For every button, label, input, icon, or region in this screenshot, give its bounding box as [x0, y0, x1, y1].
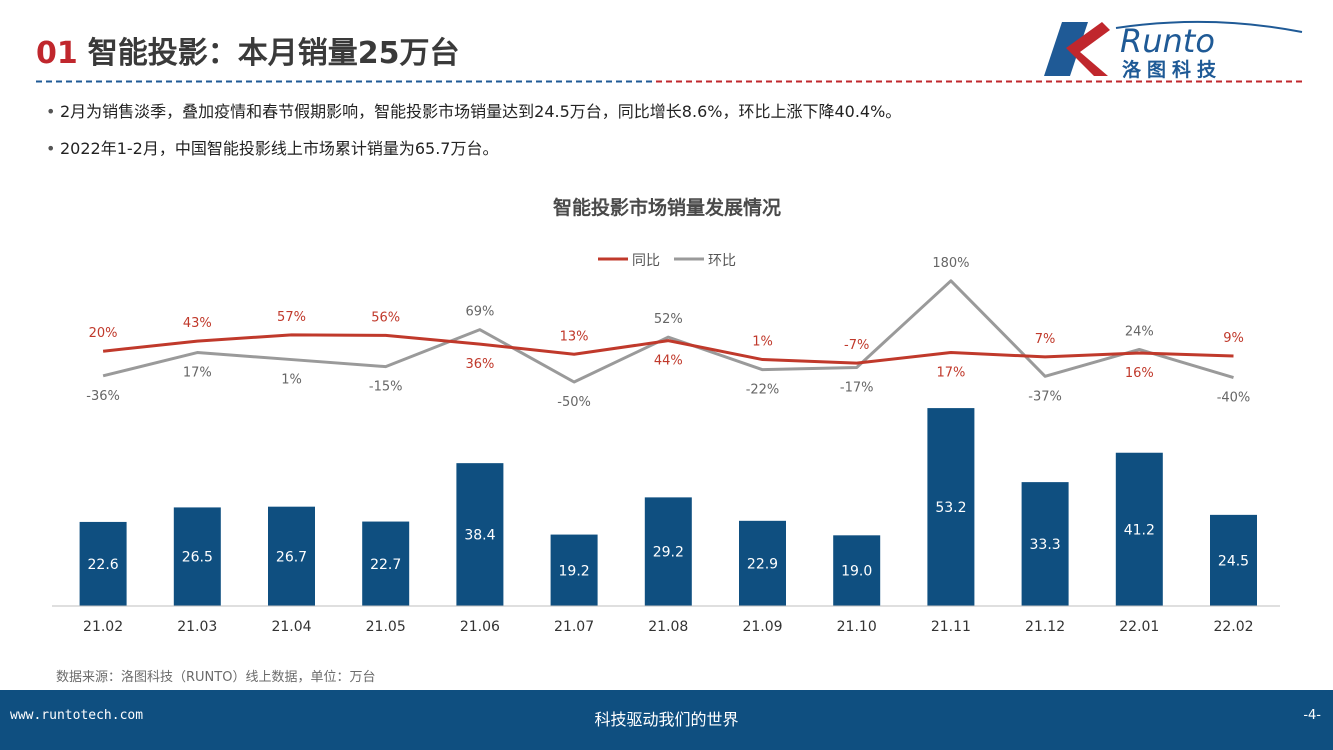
x-tick-label: 22.01 [1119, 619, 1159, 635]
mom-label: 69% [465, 305, 494, 320]
bar-series: 22.6 26.5 26.7 22.7 38.4 19.2 29.2 22.9 19.0 53.2… [79, 408, 1257, 606]
bar [927, 408, 975, 606]
page-number: -4- [1303, 708, 1321, 723]
yoy-label: 16% [1125, 366, 1154, 381]
mom-label: 24% [1125, 324, 1154, 339]
yoy-line [102, 333, 1234, 365]
x-tick-label: 21.12 [1025, 619, 1065, 635]
bar [456, 463, 504, 606]
mom-label: -15% [369, 380, 403, 395]
bar [644, 497, 692, 606]
bar [1210, 514, 1257, 606]
mom-label: 180% [932, 256, 969, 271]
x-tick-label: 21.11 [931, 619, 971, 635]
bar [268, 506, 315, 606]
yoy-label: 36% [465, 357, 494, 372]
mom-label: -22% [746, 383, 780, 398]
bullet-dot: • [46, 102, 56, 121]
bar-value-label: 26.7 [276, 549, 307, 565]
x-tick-label: 21.02 [83, 619, 123, 635]
runto-logo: Runto 洛图科技 [1040, 18, 1310, 81]
yoy-label: 44% [654, 354, 683, 369]
logo-wordmark: Runto [1120, 22, 1215, 60]
chart-legend: 同比 环比 [598, 253, 736, 269]
chart-title: 智能投影市场销量发展情况 [553, 196, 781, 219]
yoy-label: 13% [560, 329, 589, 344]
x-tick-label: 21.04 [271, 619, 311, 635]
bar [1021, 482, 1069, 606]
bar [1115, 452, 1163, 606]
title-dashed-rule [36, 80, 1306, 83]
yoy-label: 57% [277, 310, 306, 325]
bar-value-label: 19.2 [559, 563, 590, 579]
bar-value-label: 24.5 [1218, 553, 1249, 569]
x-tick-label: 21.03 [177, 619, 217, 635]
bullet-text: 2022年1-2月，中国智能投影线上市场累计销量为65.7万台。 [60, 139, 499, 158]
x-tick-label: 21.07 [554, 619, 594, 635]
legend-label-yoy: 同比 [632, 253, 660, 269]
bullet-item-1: • 2月为销售淡季，叠加疫情和春节假期影响，智能投影市场销量达到24.5万台，同比… [46, 98, 901, 126]
title-text: 智能投影：本月销量25万台 [87, 36, 460, 71]
mom-label: -17% [840, 380, 874, 395]
yoy-label: 1% [752, 335, 773, 350]
x-tick-label: 21.10 [837, 619, 877, 635]
bullet-dot: • [46, 139, 56, 158]
legend-label-mom: 环比 [708, 253, 736, 269]
mom-label: -40% [1217, 391, 1251, 406]
bar [833, 535, 881, 606]
mom-label: -36% [86, 389, 120, 404]
bar [550, 534, 598, 606]
line-series: -36% 17% 1% -15% 69% -50% 52% -22% -17% 180% -37% 2… [86, 256, 1250, 410]
source-note: 数据来源：洛图科技（RUNTO）线上数据，单位：万台 [56, 670, 376, 685]
x-tick-label: 21.08 [648, 619, 688, 635]
mom-label: -50% [557, 395, 591, 410]
x-tick-label: 21.05 [366, 619, 406, 635]
bullet-text: 2月为销售淡季，叠加疫情和春节假期影响，智能投影市场销量达到24.5万台，同比增… [60, 102, 902, 121]
bar-value-label: 53.2 [935, 500, 966, 516]
yoy-label: 56% [371, 310, 400, 325]
bar-value-label: 22.6 [88, 557, 119, 573]
footer-slogan: 科技驱动我们的世界 [594, 710, 739, 729]
yoy-label: 20% [89, 326, 118, 341]
bar [362, 521, 410, 606]
sales-chart: 智能投影市场销量发展情况 同比 环比 22.6 26.5 26.7 22.7 38.4 1… [52, 196, 1280, 635]
bar-value-label: 41.2 [1124, 522, 1155, 538]
x-tick-label: 21.06 [460, 619, 500, 635]
yoy-label: 43% [183, 316, 212, 331]
bar [173, 507, 221, 606]
mom-label: -37% [1028, 389, 1062, 404]
bar-value-label: 33.3 [1030, 537, 1061, 553]
bar-value-label: 22.9 [747, 556, 778, 572]
x-tick-label: 22.02 [1213, 619, 1253, 635]
section-number: 01 [36, 36, 78, 71]
bullet-item-2: • 2022年1-2月，中国智能投影线上市场累计销量为65.7万台。 [46, 135, 901, 163]
bar-value-label: 38.4 [464, 528, 495, 544]
yoy-label: 9% [1223, 331, 1244, 346]
mom-label: 1% [281, 373, 302, 388]
x-axis-ticks: 21.02 21.03 21.04 21.05 21.06 21.07 21.08 21.09… [83, 619, 1253, 635]
yoy-label: 17% [936, 366, 965, 381]
footer-bar: www.runtotech.com 科技驱动我们的世界 -4- [0, 690, 1333, 750]
page-title: 01 智能投影：本月销量25万台 [36, 28, 460, 72]
bar [79, 521, 127, 606]
bar [739, 520, 786, 606]
bar-value-label: 26.5 [182, 550, 213, 566]
footer-url-link[interactable]: www.runtotech.com [10, 708, 144, 723]
mom-line [102, 279, 1234, 384]
bullet-list: • 2月为销售淡季，叠加疫情和春节假期影响，智能投影市场销量达到24.5万台，同比… [46, 98, 901, 172]
mom-label: 52% [654, 312, 683, 327]
bar-value-label: 22.7 [370, 557, 401, 573]
yoy-label: -7% [844, 338, 869, 353]
bar-value-label: 29.2 [653, 545, 684, 561]
x-tick-label: 21.09 [742, 619, 782, 635]
logo-cn-text: 洛图科技 [1122, 58, 1222, 80]
bar-value-label: 19.0 [841, 564, 872, 580]
yoy-label: 7% [1035, 332, 1056, 347]
mom-label: 17% [183, 366, 212, 381]
runto-logo-mark: Runto 洛图科技 [1044, 20, 1303, 81]
